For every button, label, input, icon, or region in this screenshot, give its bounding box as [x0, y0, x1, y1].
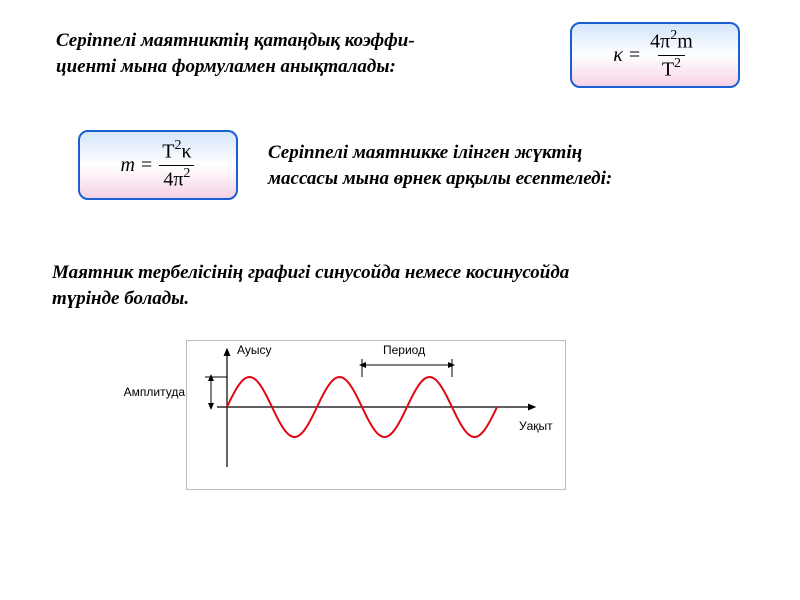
f2-den-b: π	[173, 168, 183, 190]
text-block-1: Серіппелі маятниктің қатаңдық коэффи- ци…	[56, 28, 415, 79]
period-label: Период	[383, 343, 425, 357]
amplitude-label: Амплитуда	[113, 385, 185, 399]
f1-eq: =	[629, 44, 640, 67]
text3-line1: Маятник тербелісінің графигі синусойда н…	[52, 260, 569, 286]
f2-lhs: m	[120, 154, 134, 177]
f2-num-b: κ	[181, 141, 191, 163]
text1-line1: Серіппелі маятниктің қатаңдық коэффи-	[56, 28, 415, 54]
f1-num: 4π2m	[646, 29, 697, 55]
formula-mass: m = T2κ 4π2	[120, 139, 195, 191]
f1-num-b: π	[660, 31, 670, 53]
formula-kappa: κ = 4π2m T2	[613, 29, 697, 81]
f2-eq: =	[141, 154, 152, 177]
f1-num-b-sup: 2	[670, 28, 677, 43]
f2-num-a: T	[162, 141, 174, 163]
amp-marker-arrow-bot	[208, 403, 214, 410]
text-block-2: Серіппелі маятникке ілінген жүктің масса…	[268, 140, 612, 191]
formula-box-mass: m = T2κ 4π2	[78, 130, 238, 200]
f1-num-c: m	[677, 31, 693, 53]
f2-den: 4π2	[159, 165, 194, 192]
f1-frac: 4π2m T2	[646, 29, 697, 81]
y-axis-label: Ауысу	[237, 343, 272, 357]
f1-den: T2	[658, 55, 685, 82]
f2-num-a-sup: 2	[174, 138, 181, 153]
x-axis-label: Уақыт	[519, 419, 553, 433]
text3-line2: түрінде болады.	[52, 286, 569, 312]
f2-den-b-sup: 2	[183, 166, 190, 181]
text1-line2: циенті мына формуламен анықталады:	[56, 54, 415, 80]
formula-box-kappa: κ = 4π2m T2	[570, 22, 740, 88]
f1-num-a: 4	[650, 31, 660, 53]
graph-svg	[187, 341, 567, 491]
f2-frac: T2κ 4π2	[158, 139, 195, 191]
f2-den-a: 4	[163, 168, 173, 190]
sine-graph: Ауысу Период Амплитуда Уақыт	[186, 340, 566, 490]
f1-den-a: T	[662, 58, 674, 80]
text2-line1: Серіппелі маятникке ілінген жүктің	[268, 140, 612, 166]
f1-den-a-sup: 2	[674, 56, 681, 71]
f1-lhs: κ	[613, 44, 623, 67]
f2-num: T2κ	[158, 139, 195, 165]
text-block-3: Маятник тербелісінің графигі синусойда н…	[52, 260, 569, 311]
text2-line2: массасы мына өрнек арқылы есептеледі:	[268, 166, 612, 192]
